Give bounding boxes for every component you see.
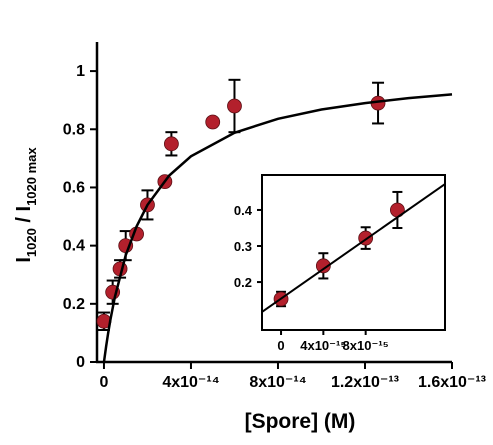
- y-tick-label: 1: [76, 63, 85, 80]
- data-point: [205, 114, 221, 130]
- data-point: [163, 136, 179, 152]
- x-tick-label: 8x10⁻¹⁴: [249, 374, 306, 391]
- x-tick-label: 8x10⁻¹⁵: [343, 338, 389, 353]
- x-tick-label: 1.2x10⁻¹³: [331, 374, 399, 391]
- y-tick-label: 0.6: [63, 179, 85, 196]
- inset-frame: [261, 174, 446, 331]
- y-tick-label: 0.4: [234, 203, 253, 218]
- x-tick-label: 4x10⁻¹⁵: [300, 338, 346, 353]
- fit-line: [261, 183, 446, 313]
- y-label-part: / I: [13, 206, 35, 228]
- data-point: [315, 258, 331, 274]
- y-tick-label: 0.2: [234, 275, 252, 290]
- x-tick-label: 0: [100, 374, 109, 391]
- x-tick-label: 1.6x10⁻¹³: [418, 374, 486, 391]
- y-tick-label: 0.4: [63, 238, 85, 255]
- y-tick-label: 0: [76, 354, 85, 371]
- data-point: [227, 98, 242, 114]
- y-axis-label: I1020 / I1020 max: [13, 147, 39, 263]
- x-tick-label: 4x10⁻¹⁴: [162, 374, 219, 391]
- y-tick-label: 0.2: [63, 296, 85, 313]
- y-label-part: 1020: [24, 228, 39, 257]
- y-tick-label: 0.3: [234, 239, 252, 254]
- y-label-part: 1020 max: [24, 147, 39, 206]
- x-tick-label: 0: [277, 338, 284, 353]
- y-label-part: I: [13, 257, 35, 263]
- x-axis-label: [Spore] (M): [245, 410, 356, 433]
- fit-line: [102, 93, 453, 363]
- y-tick-label: 0.8: [63, 121, 85, 138]
